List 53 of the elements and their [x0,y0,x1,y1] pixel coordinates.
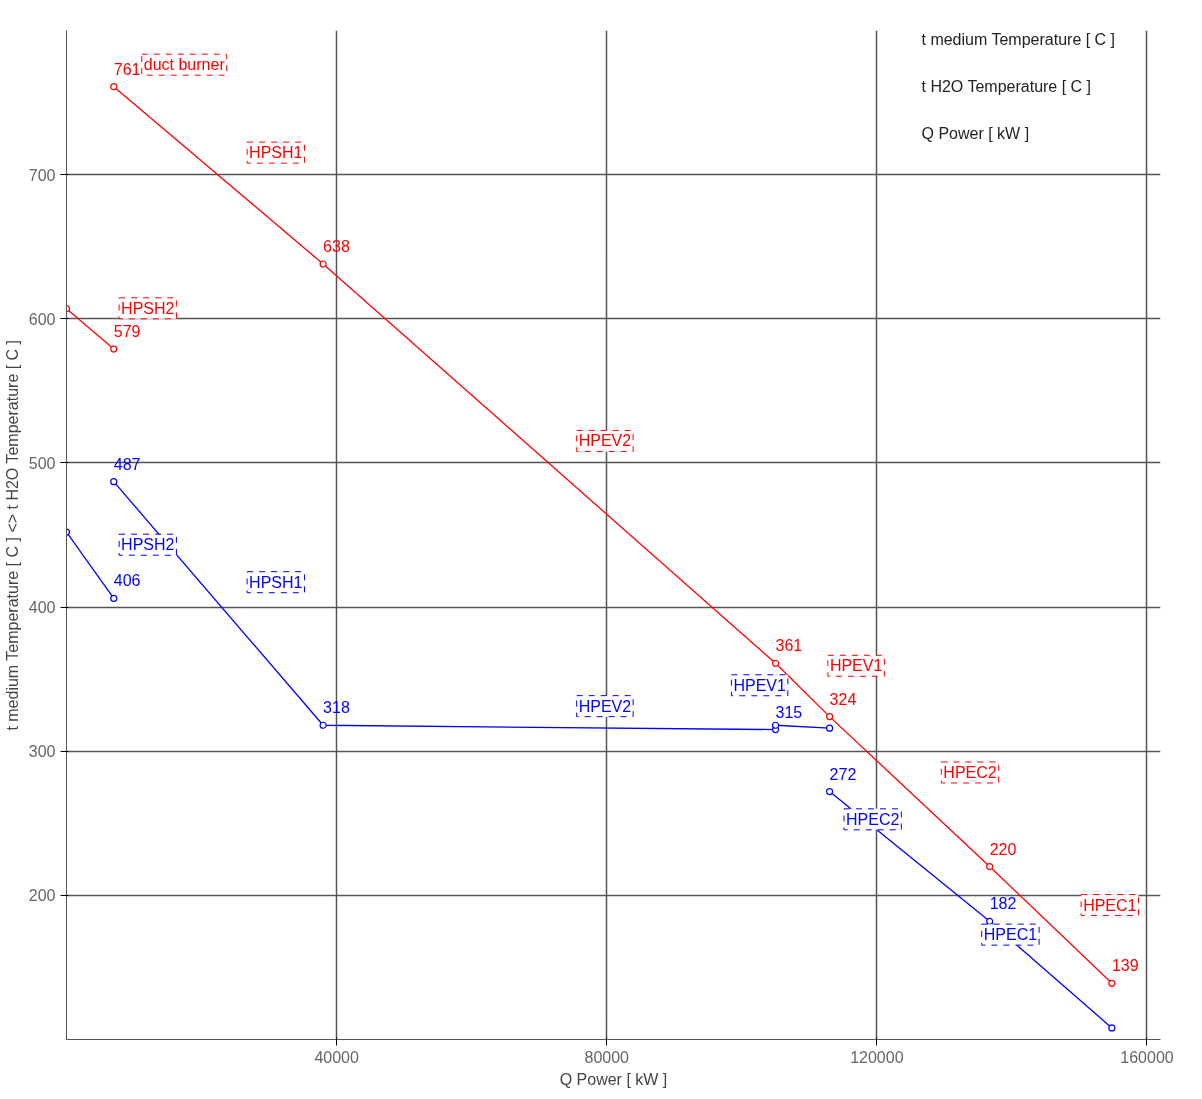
data-label: 579 [113,323,141,341]
y-tick-label: 400 [28,599,56,617]
annotation: t H2O Temperature [ C ] [921,78,1092,95]
point [986,917,994,925]
annotation: HPEV2 [578,697,632,715]
point [1108,979,1116,987]
point [110,478,118,486]
point [319,721,327,729]
data-label: 324 [829,690,857,708]
annotation: HPEV1 [733,676,786,694]
annotation: duct burner [143,56,226,74]
x-tick-label: 120000 [850,1048,904,1066]
y-tick-label: 600 [28,310,56,328]
annotation: HPSH1 [249,144,303,162]
point [110,345,118,353]
y-axis-title: t medium Temperature [ C ] <> t H2O Temperature [ C ] [3,339,21,731]
annotation: HPEC1 [983,926,1038,944]
annotation: HPEC1 [1083,896,1137,914]
point [826,787,834,796]
x-tick-label: 40000 [314,1048,359,1066]
annotation: HPEC2 [943,763,997,781]
y-tick-label: 300 [28,743,56,761]
y-tick-label: 500 [28,454,56,472]
data-label: 406 [113,572,141,590]
point [771,659,780,667]
x-tick-label: 80000 [584,1048,630,1066]
point [110,594,118,603]
y-tick-label: 200 [28,887,56,905]
point [826,724,834,732]
data-label: 272 [829,765,857,783]
data-label: 315 [775,703,803,721]
annotation: HPSH2 [121,299,175,317]
data-label: 761 [113,60,141,78]
data-label: 361 [775,637,803,655]
point [986,862,994,871]
annotation: HPSH2 [121,536,175,554]
annotation: HPEV2 [578,432,632,450]
point [319,260,327,268]
data-label: 139 [1111,957,1139,975]
data-label: 220 [989,840,1017,858]
point [110,83,118,91]
x-tick-label: 160000 [1120,1048,1174,1066]
point [826,713,834,721]
annotation: HPEC2 [845,810,900,828]
annotation: HPEV1 [829,657,883,675]
x-axis-title: Q Power [ kW ] [559,1070,668,1088]
annotation: Q Power [ kW ] [921,125,1030,142]
point [1108,1024,1116,1032]
annotation: HPSH1 [249,573,303,591]
annotation: t medium Temperature [ C ] [921,31,1116,48]
y-tick-label: 700 [28,166,56,184]
data-label: 182 [989,895,1017,913]
point [771,721,780,729]
